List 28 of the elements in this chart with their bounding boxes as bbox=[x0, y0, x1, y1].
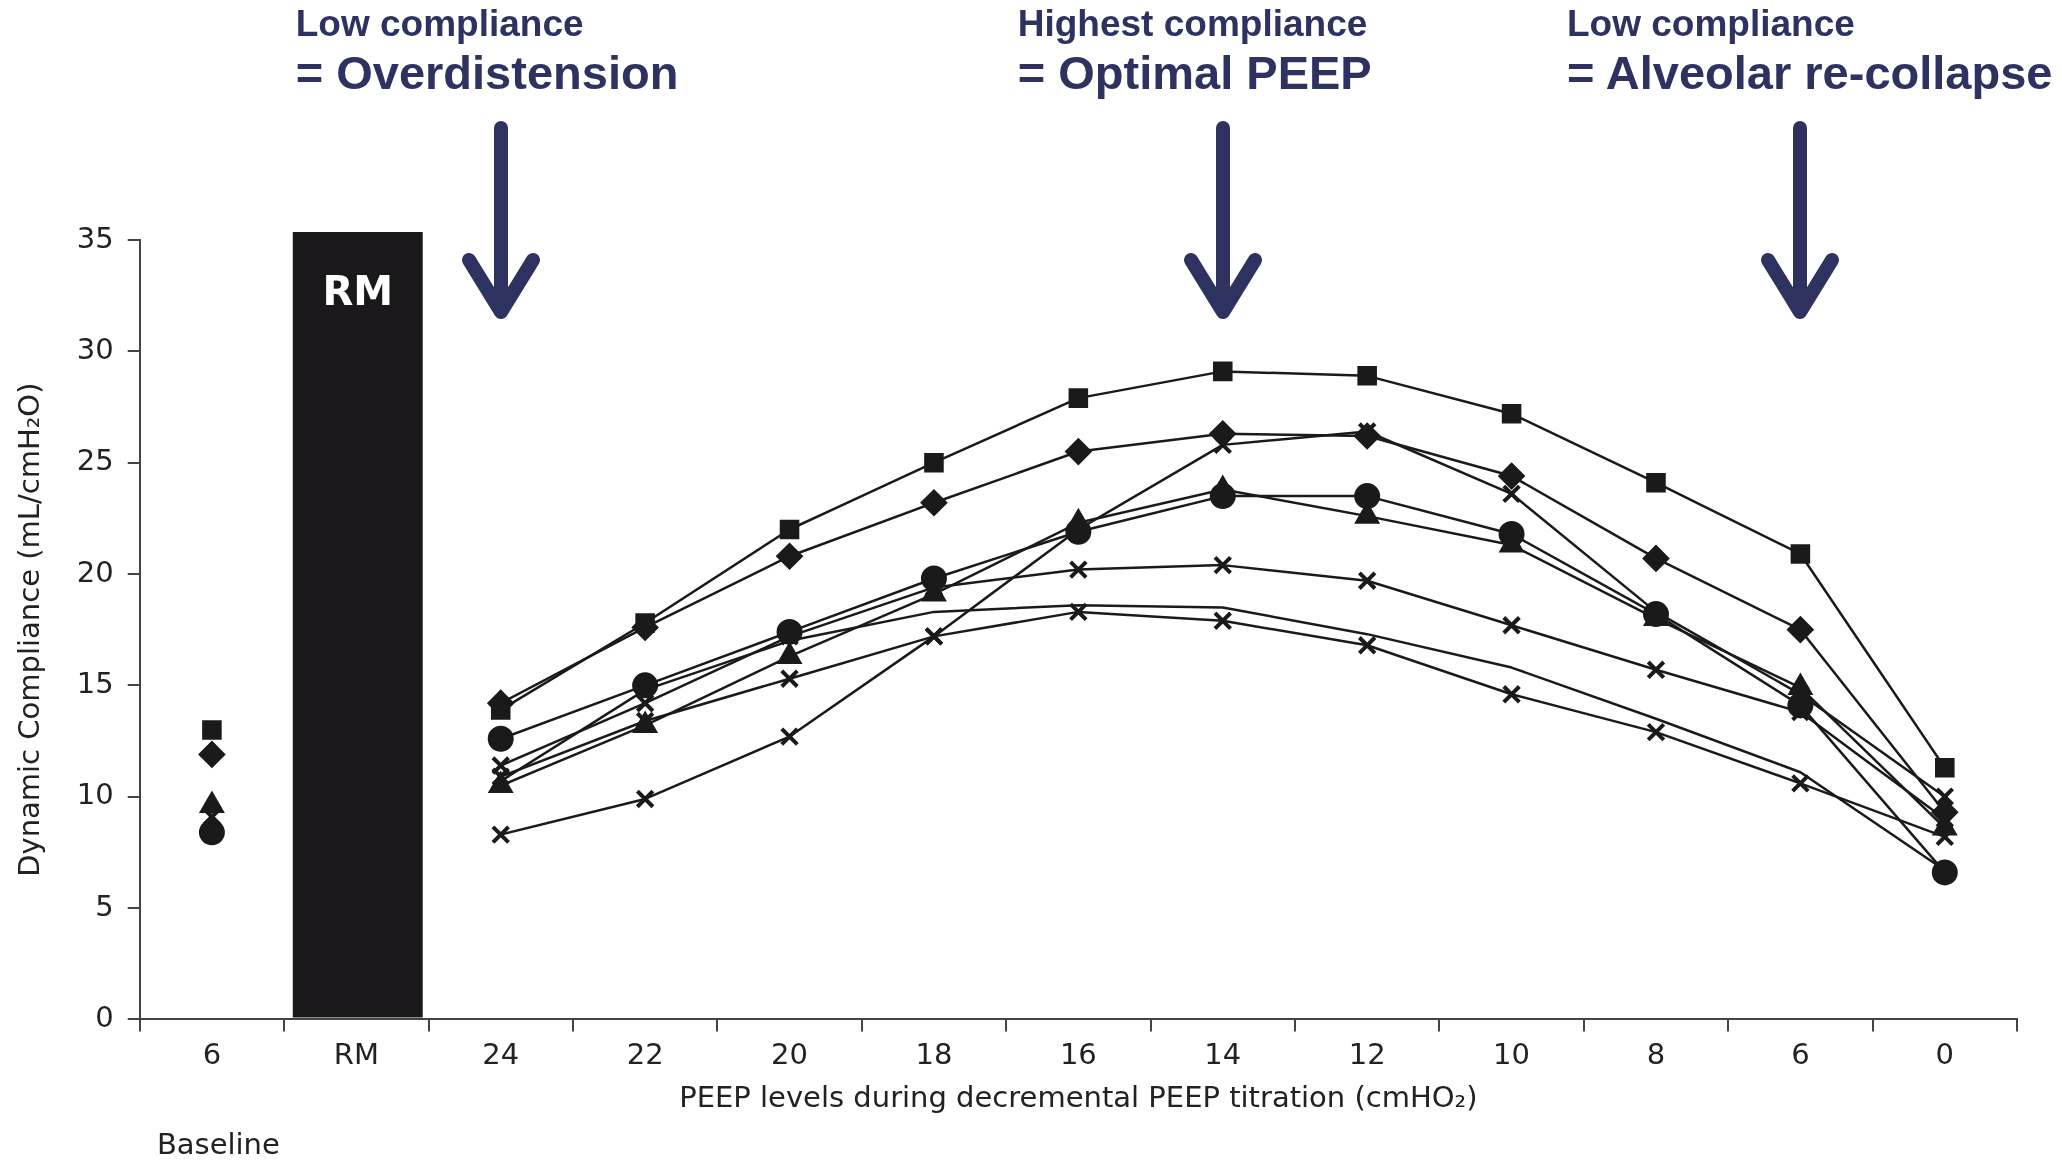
y-tick-label: 0 bbox=[95, 999, 114, 1034]
text: Highest compliance = Optimal PEEP bbox=[1017, 2, 1372, 100]
x-tick-label: 10 bbox=[1493, 1037, 1531, 1072]
text: Baseline bbox=[156, 1127, 280, 1162]
x-tick-label: 6 bbox=[1791, 1037, 1810, 1072]
x-tick-label: RM bbox=[333, 1037, 379, 1072]
y-tick-label: 5 bbox=[95, 888, 114, 923]
x-tick-label: 24 bbox=[482, 1037, 520, 1072]
x-tick-label: 0 bbox=[1935, 1037, 1955, 1072]
x-tick-label: 16 bbox=[1059, 1037, 1097, 1072]
y-tick-label: 20 bbox=[76, 554, 114, 589]
y-tick-label: 15 bbox=[76, 665, 114, 700]
x-tick-label: 14 bbox=[1204, 1037, 1242, 1072]
text: Low compliance = Overdistension bbox=[295, 2, 679, 100]
y-tick-label: 30 bbox=[76, 331, 114, 366]
text: Low compliance = Alveolar re-collapse bbox=[1567, 2, 2053, 100]
band-label: RM bbox=[322, 268, 394, 315]
x-tick-label: 20 bbox=[771, 1037, 808, 1072]
y-axis-title: Dynamic Compliance (mL/cmH₂O) bbox=[11, 382, 46, 877]
x-tick-label: 22 bbox=[626, 1037, 664, 1072]
x-tick-label: 12 bbox=[1348, 1037, 1386, 1072]
y-tick-label: 35 bbox=[76, 220, 114, 255]
x-tick-label: 18 bbox=[915, 1037, 953, 1072]
x-tick-label: 8 bbox=[1646, 1037, 1666, 1072]
x-tick-label: 6 bbox=[202, 1037, 222, 1072]
y-tick-label: 25 bbox=[76, 443, 114, 478]
y-tick-label: 10 bbox=[76, 777, 114, 812]
x-axis-title: PEEP levels during decremental PEEP titration (cmHO₂) bbox=[679, 1080, 1478, 1115]
